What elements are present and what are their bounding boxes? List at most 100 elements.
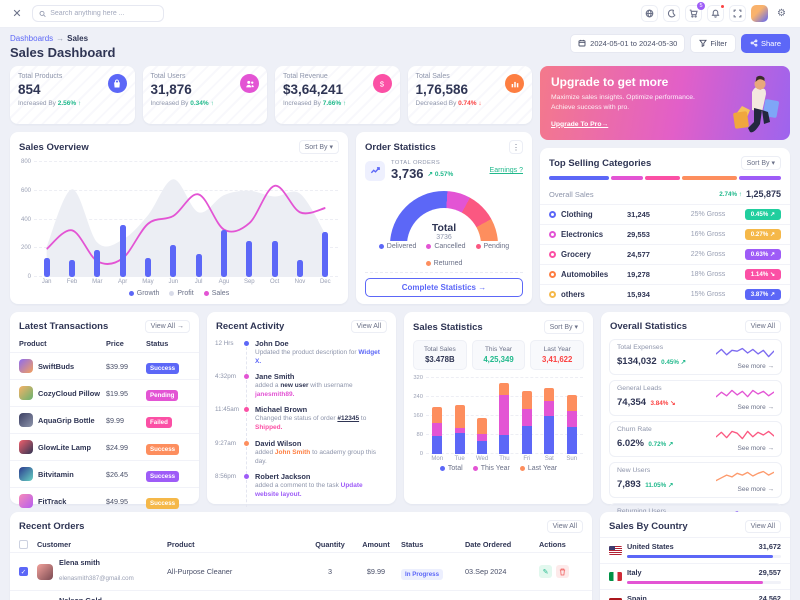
top-navbar: ✕ 5 ⚙ (0, 0, 800, 28)
product-thumbnail (19, 494, 33, 508)
category-row: Clothing 31,245 25% Gross 0.45% ↗ (540, 205, 790, 225)
category-dot-icon (549, 251, 556, 258)
upgrade-to-pro-link[interactable]: Upgrade To Pro→ (551, 120, 609, 128)
search-input[interactable] (50, 10, 157, 17)
sales-stat-box: Last Year 3,41,622 (530, 340, 585, 370)
edit-order-button[interactable]: ✎ (539, 565, 552, 578)
activity-item: 4:32pm Jane Smith added a new user with … (207, 372, 396, 408)
sales-statistics-sort-button[interactable]: Sort By ▾ (543, 320, 584, 334)
banner-title: Upgrade to get more (551, 75, 669, 89)
language-icon[interactable] (641, 5, 658, 22)
top-selling-sort-button[interactable]: Sort By ▾ (740, 156, 781, 170)
settings-gear-icon[interactable]: ⚙ (773, 5, 790, 22)
top-selling-categories-panel: Top Selling Categories Sort By ▾ Overall… (540, 148, 790, 304)
total-orders-value: 3,736 (391, 166, 424, 181)
overall-statistics-panel: Overall Statistics View All Total Expens… (601, 312, 790, 539)
transactions-view-all-button[interactable]: View All → (144, 320, 190, 333)
upgrade-banner: Upgrade to get more Maximize sales insig… (540, 66, 790, 140)
overall-stat-row: General Leads 74,354 3.84% ↘ See more → (609, 380, 782, 416)
recent-orders-panel: Recent Orders View All Customer Product … (10, 512, 592, 600)
see-more-link[interactable]: See more → (737, 486, 775, 493)
country-view-all-button[interactable]: View All (744, 520, 781, 533)
top-selling-title: Top Selling Categories (549, 157, 652, 169)
filter-button[interactable]: Filter (690, 34, 736, 53)
activity-view-all-button[interactable]: View All (350, 320, 387, 333)
user-avatar[interactable] (751, 5, 768, 22)
sparkline-chart (716, 347, 774, 358)
select-all-checkbox[interactable] (19, 540, 28, 549)
delete-order-button[interactable] (556, 565, 569, 578)
country-flag-icon (609, 597, 622, 600)
category-row: Electronics 29,553 16% Gross 0.27% ↗ (540, 225, 790, 245)
transaction-row: FitTrack $49.95 Success (10, 487, 199, 514)
category-trend-badge: 0.45% ↗ (745, 209, 781, 220)
sales-overview-title: Sales Overview (19, 141, 89, 153)
activity-item: 12 Hrs John Doe Updated the product desc… (207, 339, 396, 375)
category-trend-badge: 0.27% ↗ (745, 229, 781, 240)
dollar-icon: $ (372, 74, 392, 93)
order-statistics-panel: Order Statistics ⋮ TOTAL ORDERS 3,736 ↗ … (356, 132, 532, 304)
notifications-bell-icon[interactable] (707, 4, 725, 22)
svg-text:$: $ (380, 79, 385, 88)
orders-trend-icon (365, 160, 385, 181)
see-more-link[interactable]: See more → (737, 445, 775, 452)
category-row: others 15,934 15% Gross 3.87% ↗ (540, 285, 790, 304)
breadcrumb-dashboards[interactable]: Dashboards (10, 34, 54, 43)
notification-dot (720, 4, 725, 9)
activity-item: 8:56pm Robert Jackson added a comment to… (207, 472, 396, 508)
transaction-status-badge: Failed (146, 417, 172, 428)
transaction-row: SwiftBuds $39.99 Success (10, 352, 199, 379)
kebab-menu-icon[interactable]: ⋮ (509, 140, 523, 154)
orders-gauge-chart: Total 3736 (390, 191, 498, 242)
search-box[interactable] (32, 5, 164, 22)
category-row: Automobiles 19,278 18% Gross 1.14% ↘ (540, 265, 790, 285)
transaction-status-badge: Success (146, 498, 180, 509)
close-icon[interactable]: ✕ (12, 8, 22, 20)
sales-statistics-chart: 0 80 160 240 320 (404, 370, 593, 457)
overall-stat-row: Total Expenses $134,032 0.45% ↗ See more… (609, 339, 782, 375)
complete-statistics-button[interactable]: Complete Statistics → (365, 278, 523, 297)
cart-icon[interactable]: 5 (685, 2, 705, 22)
country-flag-icon (609, 545, 622, 555)
row-checkbox[interactable] (19, 567, 28, 576)
banner-desc: Maximize sales insights. Optimize perfor… (551, 94, 695, 111)
order-statistics-title: Order Statistics (365, 141, 436, 153)
share-button[interactable]: Share (740, 34, 790, 53)
sales-stat-box: Total Sales $3.478B (413, 340, 467, 370)
product-thumbnail (19, 413, 33, 427)
dark-mode-moon-icon[interactable] (663, 5, 680, 22)
transaction-row: CozyCloud Pillow $19.95 Pending (10, 379, 199, 406)
country-row: Spain 24,562 (600, 589, 790, 600)
earnings-link[interactable]: Earnings ? (489, 167, 523, 174)
date-range-picker[interactable]: 2024-05-01 to 2024-05-30 (570, 34, 686, 53)
fullscreen-icon[interactable] (729, 5, 746, 22)
sales-overview-panel: Sales Overview Sort By ▾ 0 200 400 600 800 J… (10, 132, 348, 304)
transaction-status-badge: Success (146, 471, 180, 482)
stat-card-total-revenue: Total Revenue $3,64,241 Increased By 7.6… (275, 66, 400, 124)
sales-overview-sort-button[interactable]: Sort By ▾ (298, 140, 339, 154)
sales-overview-legend: Growth Profit Sales (10, 285, 348, 304)
filter-icon (699, 39, 708, 49)
transaction-status-badge: Success (146, 444, 180, 455)
timeline-dot-icon (244, 473, 249, 479)
category-dot-icon (549, 231, 556, 238)
sales-stat-box: This Year 4,25,349 (471, 340, 526, 370)
sales-statistics-panel: Sales Statistics Sort By ▾ Total Sales $… (404, 312, 593, 504)
see-more-link[interactable]: See more → (737, 404, 775, 411)
overall-stat-row: Churn Rate 6.02% 0.72% ↗ See more → (609, 421, 782, 457)
breadcrumb-sales: Sales (67, 34, 89, 43)
product-thumbnail (19, 359, 33, 373)
overall-view-all-button[interactable]: View All (744, 320, 781, 333)
orders-view-all-button[interactable]: View All (546, 520, 583, 533)
sales-statistics-legend: Total This Year Last Year (404, 462, 593, 477)
see-more-link[interactable]: See more → (737, 363, 775, 370)
sparkline-chart (716, 430, 774, 440)
calendar-icon (578, 39, 586, 49)
recent-activity-panel: Recent Activity View All 12 Hrs John Doe… (207, 312, 396, 508)
stat-card-total-users: Total Users 31,876 Increased By 0.34% ↑ (142, 66, 267, 124)
latest-transactions-panel: Latest Transactions View All → Product P… (10, 312, 199, 509)
country-row: United States 31,672 (600, 537, 790, 563)
search-icon (39, 10, 46, 17)
stat-card-total-products: Total Products 854 Increased By 2.56% ↑ (10, 66, 135, 124)
